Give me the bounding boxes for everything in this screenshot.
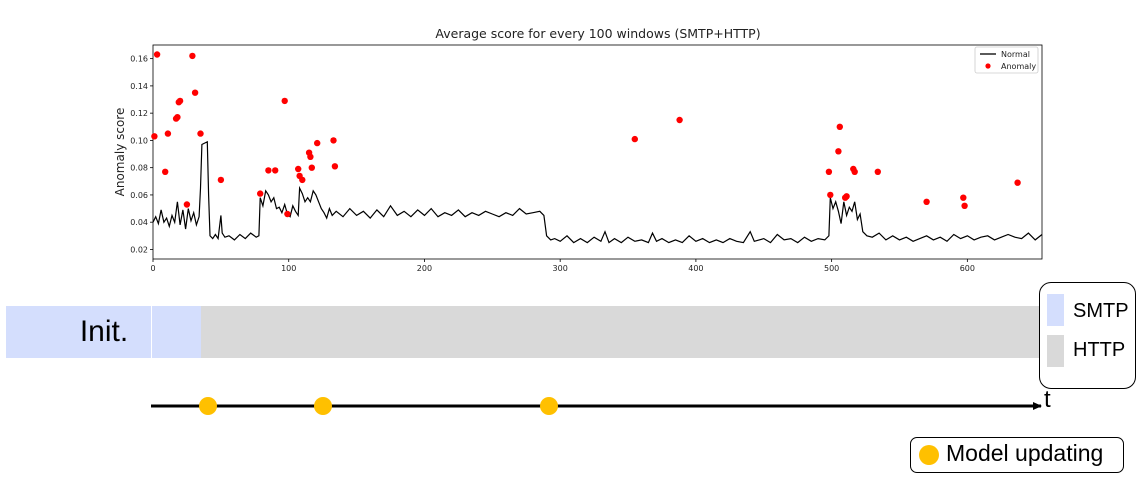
chart-legend: Normal Anomaly: [974, 46, 1039, 74]
y-tick-label: 0.02: [130, 245, 148, 254]
anomaly-point: [331, 163, 339, 170]
update-marker: [199, 397, 217, 415]
anomaly-point: [272, 167, 279, 174]
anomaly-point: [299, 176, 306, 184]
smtp-swatch: [1047, 294, 1064, 326]
anomaly-point: [923, 198, 930, 205]
anomaly-point: [961, 202, 968, 209]
anomaly-point: [874, 168, 881, 175]
protocol-legend: SMTP HTTP: [1039, 282, 1136, 389]
legend-anomaly-swatch: [985, 63, 991, 69]
timeline: [151, 397, 1042, 415]
plot-frame: [152, 44, 1043, 260]
y-tick-label: 0.10: [130, 136, 148, 145]
anomaly-point: [676, 116, 683, 124]
x-tick-label: 500: [824, 264, 839, 273]
x-tick-label: 200: [417, 264, 432, 273]
anomaly-point: [825, 168, 833, 175]
anomaly-point: [197, 130, 204, 137]
anomaly-point: [189, 52, 196, 60]
anomaly-point: [164, 130, 172, 137]
legend-anomaly-label: Anomaly: [1001, 62, 1036, 71]
y-tick-label: 0.14: [130, 82, 148, 91]
http-legend-label: HTTP: [1073, 339, 1126, 361]
y-tick-label: 0.06: [130, 191, 148, 200]
anomaly-point: [265, 167, 272, 174]
normal-series-line: [152, 140, 1043, 244]
init-segment: [6, 306, 151, 358]
anomaly-series-points: [151, 51, 1021, 218]
anomaly-point: [174, 114, 181, 121]
anomaly-point: [835, 148, 842, 155]
anomaly-point: [257, 190, 264, 197]
update-marker: [540, 397, 558, 415]
anomaly-point: [307, 153, 314, 160]
anomaly-point: [153, 51, 161, 58]
smtp-legend-label: SMTP: [1073, 300, 1129, 322]
model-updating-legend: Model updating: [910, 437, 1124, 473]
anomaly-point: [836, 123, 843, 130]
model-updating-label: Model updating: [946, 440, 1104, 466]
y-axis-label: Anomaly score: [113, 108, 127, 197]
anomaly-point: [176, 97, 184, 105]
anomaly-point: [183, 201, 191, 208]
x-tick-label: 100: [281, 264, 296, 273]
anomaly-point: [281, 97, 288, 105]
anomaly-point: [843, 193, 850, 200]
legend-normal-label: Normal: [1001, 50, 1030, 59]
anomaly-point: [217, 176, 225, 184]
x-tick-label: 300: [553, 264, 568, 273]
anomaly-point: [851, 168, 858, 175]
x-tick-label: 600: [960, 264, 975, 273]
anomaly-point: [314, 139, 321, 147]
anomaly-point: [631, 135, 638, 143]
x-tick-label: 400: [688, 264, 703, 273]
anomaly-point: [330, 137, 337, 144]
time-axis-label: t: [1044, 386, 1051, 413]
smtp-segment: [152, 306, 201, 358]
y-tick-label: 0.12: [130, 109, 148, 118]
update-marker: [314, 397, 332, 415]
y-tick-label: 0.16: [130, 55, 148, 64]
anomaly-point: [191, 89, 199, 96]
anomaly-point: [827, 191, 834, 199]
init-label: Init.: [79, 315, 129, 348]
anomaly-score-chart: Average score for every 100 windows (SMT…: [113, 26, 1043, 273]
y-tick-label: 0.08: [130, 164, 148, 173]
anomaly-point: [960, 194, 967, 201]
anomaly-point: [151, 133, 158, 140]
http-swatch: [1047, 335, 1064, 367]
model-updating-marker: [919, 445, 939, 465]
anomaly-point: [162, 168, 169, 175]
anomaly-point: [295, 165, 302, 173]
anomaly-point: [1014, 179, 1021, 186]
chart-title: Average score for every 100 windows (SMT…: [435, 26, 760, 41]
anomaly-point: [308, 164, 315, 171]
x-tick-label: 0: [150, 264, 155, 273]
anomaly-point: [284, 210, 291, 218]
axis-ticks: 0 100 200 300 400 500 600 0.02 0.04 0.06 0.08 0.10 0…: [130, 55, 975, 273]
y-tick-label: 0.04: [130, 218, 148, 227]
http-segment: [201, 306, 1039, 358]
